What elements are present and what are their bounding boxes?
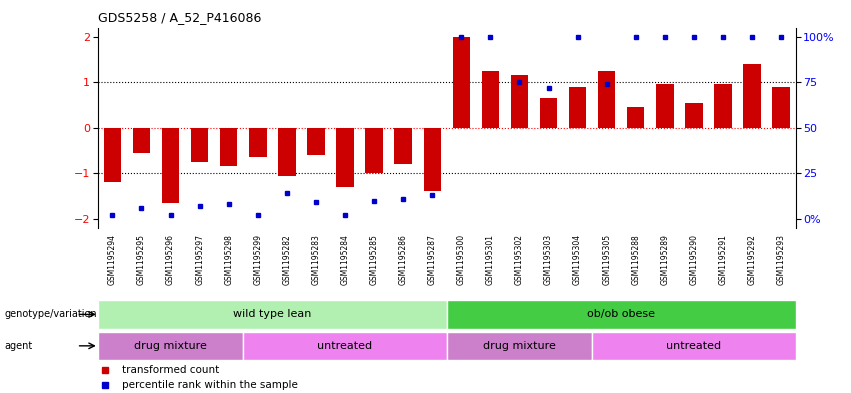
Bar xyxy=(511,75,528,128)
Bar xyxy=(568,87,586,128)
Bar xyxy=(98,332,243,360)
Bar xyxy=(133,128,151,153)
Text: genotype/variation: genotype/variation xyxy=(4,309,97,320)
Bar xyxy=(307,128,325,155)
Text: GDS5258 / A_52_P416086: GDS5258 / A_52_P416086 xyxy=(98,11,261,24)
Bar xyxy=(447,332,592,360)
Bar xyxy=(365,128,383,173)
Bar xyxy=(243,332,447,360)
Text: agent: agent xyxy=(4,341,32,351)
Text: untreated: untreated xyxy=(317,341,373,351)
Bar xyxy=(336,128,354,187)
Bar xyxy=(598,71,615,128)
Bar xyxy=(191,128,208,162)
Bar xyxy=(656,84,674,128)
Bar xyxy=(592,332,796,360)
Text: transformed count: transformed count xyxy=(123,365,220,375)
Bar xyxy=(540,98,557,128)
Text: drug mixture: drug mixture xyxy=(134,341,207,351)
Bar xyxy=(447,300,796,329)
Bar xyxy=(627,107,644,128)
Bar xyxy=(162,128,180,203)
Bar xyxy=(104,128,121,182)
Text: ob/ob obese: ob/ob obese xyxy=(587,309,655,320)
Text: percentile rank within the sample: percentile rank within the sample xyxy=(123,380,298,389)
Bar xyxy=(744,64,761,128)
Bar xyxy=(98,300,447,329)
Bar xyxy=(685,103,703,128)
Bar xyxy=(424,128,441,191)
Bar xyxy=(773,87,790,128)
Text: untreated: untreated xyxy=(666,341,722,351)
Bar xyxy=(220,128,237,167)
Bar xyxy=(482,71,499,128)
Bar xyxy=(394,128,412,164)
Bar xyxy=(278,128,295,176)
Text: wild type lean: wild type lean xyxy=(233,309,311,320)
Bar xyxy=(249,128,266,157)
Bar xyxy=(453,37,470,128)
Bar xyxy=(714,84,732,128)
Text: drug mixture: drug mixture xyxy=(483,341,556,351)
